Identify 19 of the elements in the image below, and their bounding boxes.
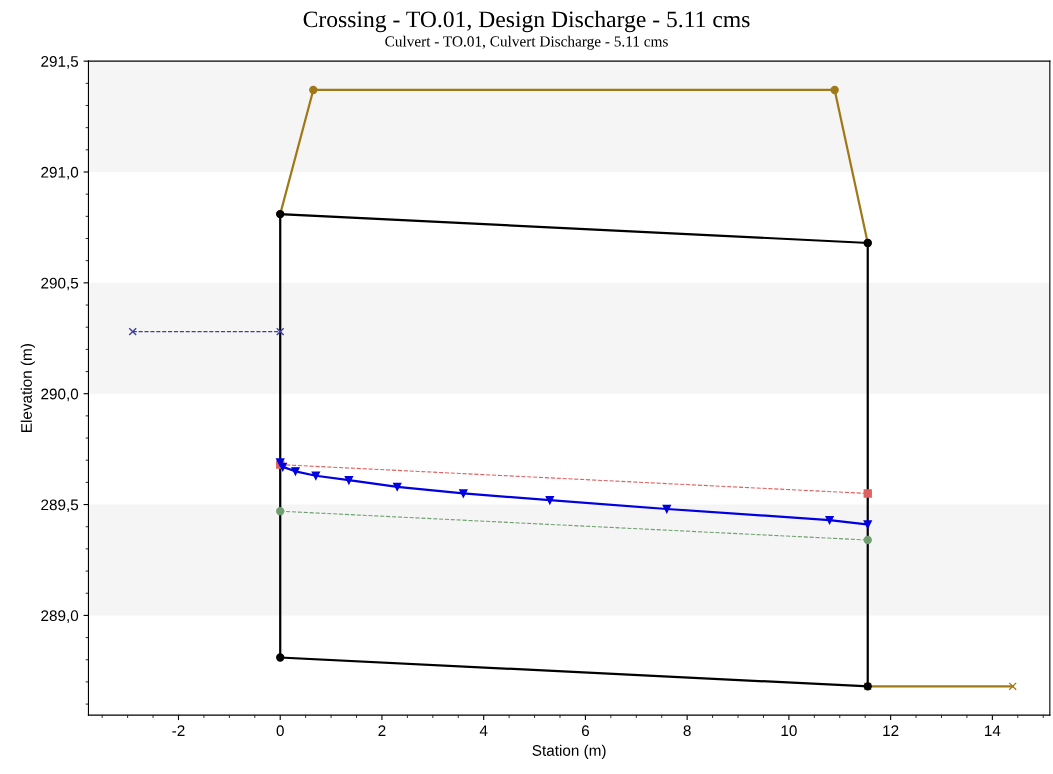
y-tick-label: 291,0 — [41, 166, 79, 180]
y-tick-label: 290,0 — [41, 388, 79, 402]
x-tick-label: 14 — [985, 725, 1001, 736]
x-tick-label: 8 — [683, 725, 691, 737]
y-tick-label: 289,0 — [41, 610, 79, 623]
x-tick-label: -2 — [172, 725, 185, 736]
x-tick-label: 0 — [276, 725, 284, 737]
x-tick-label: 4 — [479, 725, 488, 736]
x-tick-label: 2 — [378, 725, 386, 736]
x-tick-label: 10 — [781, 725, 797, 737]
y-axis-title: Elevation (m) — [20, 344, 35, 432]
y-tick-label: 291,5 — [41, 56, 79, 69]
y-tick-label: 289,5 — [41, 499, 79, 513]
x-tick-label: 6 — [581, 725, 589, 737]
x-tick-label: 12 — [883, 725, 899, 736]
chart-title: Crossing - TO.01, Design Discharge - 5.11 cms — [303, 10, 750, 33]
chart-subtitle: Culvert - TO.01, Culvert Discharge - 5.11 cms — [385, 35, 668, 50]
y-tick-label: 290,5 — [41, 277, 79, 291]
x-axis-title: Station (m) — [532, 744, 606, 759]
